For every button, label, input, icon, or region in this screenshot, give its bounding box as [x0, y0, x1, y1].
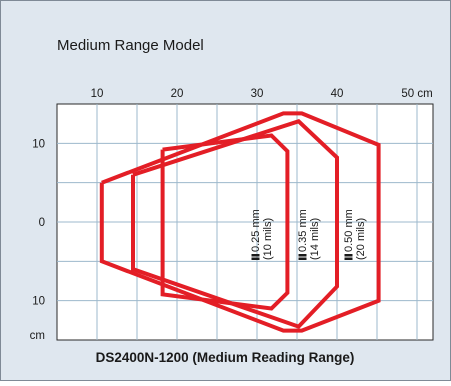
bar-symbol-icon [298, 257, 307, 260]
series-1-outline [160, 133, 290, 311]
x-tick-label: 20 [171, 88, 184, 100]
y-tick-label: 0 [39, 217, 45, 229]
series-3-label-line1: 0.50 mm [343, 209, 355, 252]
bar-symbol-icon [298, 254, 307, 257]
series-2-label: 0.35 mm (14 mils) [297, 209, 321, 260]
series-1-label-line1: 0.25 mm [250, 209, 262, 252]
chart-title: Medium Range Model [57, 37, 204, 54]
y-unit-label: cm [30, 330, 45, 342]
bar-symbol-icon [251, 254, 260, 257]
series-group [99, 111, 381, 333]
x-tick-label: 40 [331, 88, 344, 100]
x-tick-label: 50 cm [401, 88, 432, 100]
tick-labels: 10 20 30 40 50 cm 10 0 10 cm [30, 88, 433, 342]
series-2-label-line2: (14 mils) [309, 218, 321, 260]
y-tick-label: 10 [32, 296, 45, 308]
x-tick-label: 10 [91, 88, 104, 100]
series-3-outline [99, 111, 381, 333]
y-tick-label: 10 [32, 138, 45, 150]
series-2-outline [131, 119, 339, 329]
x-tick-label: 30 [251, 88, 264, 100]
series-3-label-line2: (20 mils) [355, 218, 367, 260]
series-3-label: 0.50 mm (20 mils) [343, 209, 367, 260]
series-2-label-line1: 0.35 mm [297, 209, 309, 252]
bar-symbol-icon [251, 257, 260, 260]
series-1-label-line2: (10 mils) [262, 218, 274, 260]
chart-caption: DS2400N-1200 (Medium Reading Range) [96, 350, 355, 365]
series-1-label: 0.25 mm (10 mils) [250, 209, 274, 260]
series-labels: 0.25 mm (10 mils) 0.35 mm (14 mils) 0.50 mm(… [250, 209, 367, 260]
bar-symbol-icon [344, 257, 353, 260]
bar-symbol-icon [344, 254, 353, 257]
